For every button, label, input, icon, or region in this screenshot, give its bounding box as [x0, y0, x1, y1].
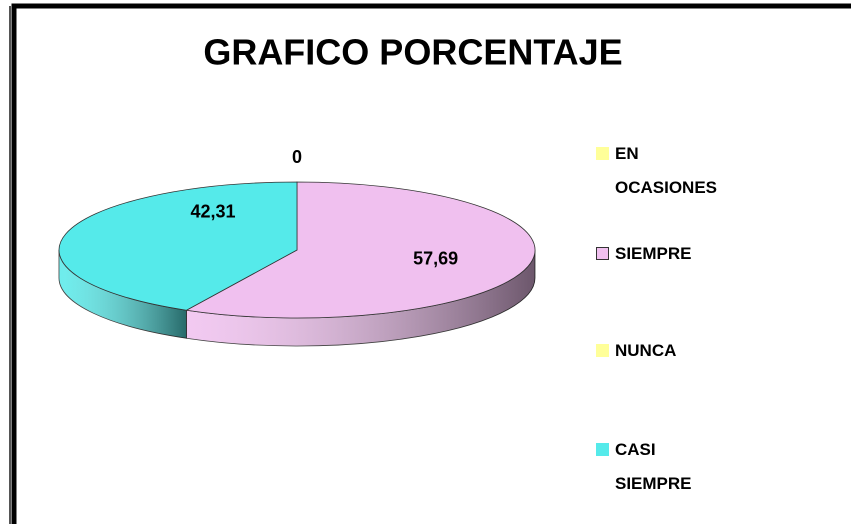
chart-frame — [11, 3, 851, 524]
legend-item: SIEMPRE — [596, 237, 736, 271]
legend-swatch — [596, 443, 609, 456]
slice-side-shade — [59, 250, 187, 339]
legend-label: NUNCA — [615, 341, 677, 360]
legend-swatch — [596, 147, 609, 160]
data-labels: 0 57,69 42,31 — [190, 147, 458, 269]
slice-top — [185, 181, 536, 319]
pie — [58, 181, 536, 347]
legend-item: CASI SIEMPRE — [596, 433, 736, 501]
slice-top — [58, 181, 298, 311]
data-label: 57,69 — [413, 249, 458, 269]
legend-swatch — [596, 344, 609, 357]
legend-item: NUNCA — [596, 334, 736, 368]
chart-title: GRAFICO PORCENTAJE — [203, 32, 622, 73]
slice-side-shade — [186, 250, 535, 346]
legend-label: EN OCASIONES — [615, 144, 718, 197]
data-label: 42,31 — [190, 201, 235, 221]
legend-label: CASI SIEMPRE — [615, 440, 692, 493]
legend-swatch — [596, 247, 609, 260]
data-label: 0 — [292, 147, 302, 167]
legend-item: EN OCASIONES — [596, 137, 736, 205]
legend-label: SIEMPRE — [615, 244, 692, 263]
